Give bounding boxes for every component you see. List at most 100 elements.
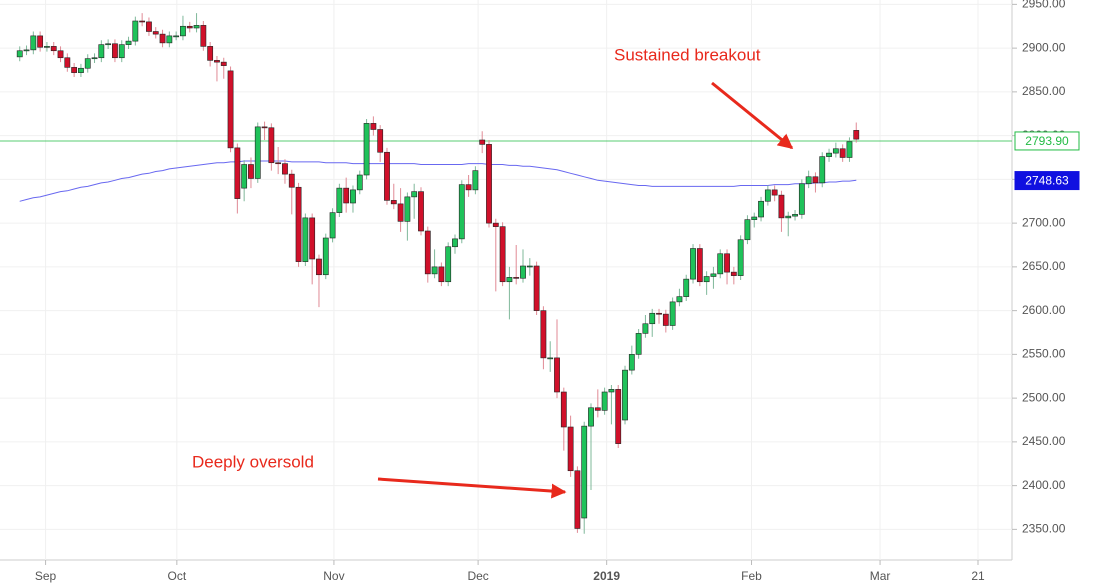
candle-body: [819, 156, 826, 184]
candle-body: [363, 123, 370, 176]
candle-body: [105, 43, 112, 46]
candle-body: [771, 189, 778, 196]
y-tick-label: 2700.00: [1022, 215, 1066, 229]
candle-body: [472, 170, 479, 191]
candle-body: [50, 46, 57, 52]
y-tick-label: 2950.00: [1022, 0, 1066, 11]
candle-body: [764, 189, 771, 202]
candle-body: [384, 151, 390, 201]
candle-body: [282, 163, 288, 175]
candle-body: [758, 200, 764, 218]
candle-body: [329, 212, 336, 239]
x-tick-label: Dec: [467, 569, 488, 583]
candle-body: [261, 126, 268, 129]
candle-body: [798, 183, 805, 215]
candle-body: [696, 248, 703, 283]
candle-body: [520, 265, 526, 279]
candle-body: [44, 46, 50, 48]
candle-body: [506, 277, 513, 283]
candle-body: [622, 369, 628, 421]
candle-body: [275, 162, 282, 165]
candle-body: [628, 354, 635, 371]
price-label: 2748.63: [1025, 174, 1069, 188]
candle-body: [635, 333, 642, 355]
candle-body: [458, 184, 465, 240]
candle-body: [554, 357, 560, 393]
candle-body: [533, 265, 540, 311]
x-tick-label: Oct: [167, 569, 186, 583]
x-tick-label: 21: [971, 569, 985, 583]
candle-body: [581, 425, 588, 519]
y-tick-label: 2400.00: [1022, 478, 1066, 492]
annotation-arrow: [377, 477, 567, 499]
candle-body: [64, 57, 71, 68]
x-tick-label: Mar: [870, 569, 891, 583]
candle-body: [125, 40, 132, 45]
candle-body: [574, 470, 581, 529]
x-tick-label: Nov: [323, 569, 344, 583]
candle-body: [411, 191, 418, 198]
candle-body: [594, 407, 601, 411]
candle-body: [350, 189, 356, 204]
candle-body: [78, 67, 84, 73]
candle-body: [560, 391, 567, 428]
candle-body: [390, 200, 397, 205]
candle-body: [486, 144, 492, 224]
candle-body: [397, 203, 404, 222]
candle-body: [220, 61, 227, 66]
candle-body: [778, 194, 785, 219]
moving-average-line: [19, 160, 857, 202]
candle-body: [438, 266, 445, 283]
y-tick-label: 2350.00: [1022, 522, 1066, 536]
candle-body: [37, 35, 44, 48]
candle-body: [98, 44, 105, 59]
x-tick-label: Sep: [35, 569, 57, 583]
price-label: 2793.90: [1025, 134, 1069, 148]
candle-body: [309, 217, 316, 260]
candle-body: [16, 50, 23, 58]
candle-body: [302, 217, 309, 262]
candle-body: [669, 301, 676, 326]
candle-body: [112, 43, 118, 59]
candle-body: [180, 25, 186, 37]
candle-body: [792, 214, 798, 217]
candle-body: [730, 271, 737, 276]
candle-body: [676, 296, 683, 303]
candle-body: [567, 426, 574, 472]
candle-body: [812, 176, 819, 184]
candle-body: [139, 20, 146, 23]
candle-body: [588, 407, 594, 427]
y-tick-label: 2450.00: [1022, 434, 1066, 448]
candle-body: [186, 25, 193, 29]
y-tick-label: 2650.00: [1022, 259, 1066, 273]
candle-body: [540, 310, 547, 359]
x-tick-label: 2019: [593, 569, 620, 583]
x-tick-label: Feb: [741, 569, 762, 583]
annotation-arrow: [711, 81, 794, 150]
candle-body: [452, 238, 458, 248]
candle-body: [499, 226, 506, 283]
candle-body: [343, 187, 350, 204]
candle-body: [214, 60, 220, 63]
candle-body: [737, 239, 744, 276]
candle-body: [724, 253, 730, 273]
candle-body: [152, 31, 159, 35]
candle-body: [356, 174, 363, 191]
y-tick-label: 2850.00: [1022, 84, 1066, 98]
candle-body: [649, 312, 656, 325]
candle-body: [839, 148, 846, 158]
candle-body: [785, 215, 792, 219]
candle-body: [295, 186, 302, 262]
candle-body: [805, 176, 812, 185]
candle-body: [241, 164, 248, 189]
candle-body: [853, 130, 860, 140]
candle-body: [703, 276, 710, 283]
y-tick-label: 2500.00: [1022, 390, 1066, 404]
candle-body: [288, 173, 295, 188]
candle-body: [547, 357, 554, 360]
y-tick-label: 2900.00: [1022, 40, 1066, 54]
candle-body: [200, 25, 207, 47]
candle-body: [832, 148, 839, 154]
candle-body: [751, 216, 758, 220]
